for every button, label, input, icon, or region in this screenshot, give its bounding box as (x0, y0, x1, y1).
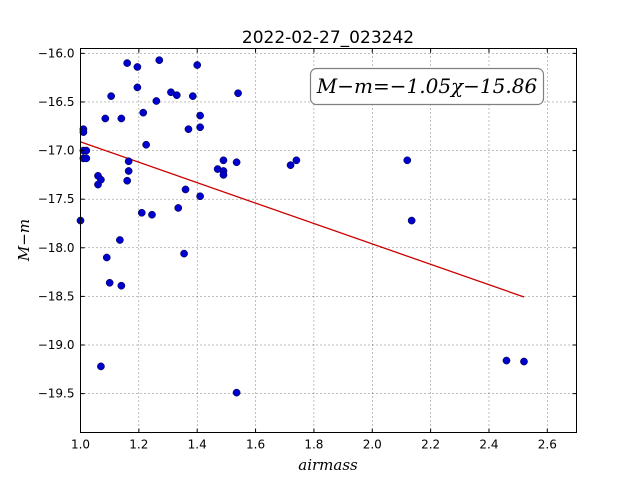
equation-box-frame (309, 67, 545, 106)
x-tick-label: 2.2 (421, 438, 440, 452)
x-tick-label: 1.6 (246, 438, 265, 452)
data-point (172, 91, 181, 100)
data-point (152, 97, 161, 105)
fit-equation: M−m=−1.05χ−15.86 (316, 74, 538, 98)
fit-equation-box: M−m=−1.05χ−15.86 (309, 67, 545, 106)
data-point (219, 156, 228, 165)
plot-frame (80, 48, 577, 433)
data-point (137, 208, 146, 217)
data-point (232, 388, 241, 397)
y-axis-ticks: −16.0 −16.5 −17.0 −17.5 −18.0 −18.5 −19.0 −19.5 (38, 46, 577, 401)
chart-title: 2022-02-27_023242 (242, 28, 414, 48)
y-tick-label: −17.5 (38, 192, 75, 206)
data-point (180, 249, 188, 258)
data-point (139, 108, 148, 117)
y-axis-label: M−m (15, 219, 33, 262)
y-tick-label: −18.5 (38, 289, 75, 303)
data-point (133, 63, 142, 71)
data-point (286, 161, 295, 170)
data-point (193, 61, 202, 69)
data-point (142, 140, 150, 149)
data-point (123, 176, 132, 185)
x-tick-label: 2.0 (363, 438, 382, 452)
data-point (107, 92, 115, 100)
data-point (232, 158, 241, 167)
data-point (184, 125, 193, 134)
y-tick-label: −19.0 (38, 338, 75, 352)
data-points (76, 56, 528, 397)
data-point (117, 114, 126, 123)
data-point (403, 156, 412, 165)
data-point (105, 278, 114, 287)
x-tick-label: 1.4 (188, 438, 207, 452)
data-point (148, 210, 156, 219)
y-tick-label: −17.0 (38, 144, 75, 158)
x-axis-label: airmass (298, 456, 358, 474)
data-point (292, 156, 301, 165)
data-point (102, 253, 111, 262)
data-point (196, 123, 204, 132)
data-point (133, 83, 142, 92)
data-point (101, 114, 110, 123)
fit-line (80, 141, 525, 298)
data-point (124, 167, 133, 175)
x-tick-label: 2.6 (538, 438, 557, 452)
data-point (196, 192, 204, 201)
y-tick-label: −18.0 (38, 241, 75, 255)
data-point (155, 56, 164, 65)
y-tick-label: −16.5 (38, 95, 75, 109)
data-point (124, 157, 133, 166)
data-point (82, 154, 91, 163)
data-point (97, 362, 105, 371)
data-point (407, 216, 416, 225)
data-point (79, 128, 88, 136)
y-tick-label: −19.5 (38, 387, 75, 401)
x-tick-label: 1.2 (129, 438, 148, 452)
data-point (219, 171, 228, 179)
fit-line-group (80, 141, 525, 298)
x-axis-ticks: 1.0 1.2 1.4 1.6 1.8 2.0 2.2 2.4 2.6 (71, 48, 557, 452)
data-point (117, 281, 126, 290)
data-point (188, 92, 197, 100)
data-point (196, 111, 204, 120)
y-tick-label: −16.0 (38, 46, 75, 60)
x-tick-label: 1.0 (71, 438, 90, 452)
data-point (123, 59, 132, 67)
data-point (502, 356, 511, 365)
data-point (181, 185, 190, 194)
data-point (116, 236, 124, 244)
x-tick-label: 2.4 (479, 438, 498, 452)
data-point (174, 204, 183, 212)
data-point (234, 89, 242, 98)
x-tick-label: 1.8 (304, 438, 323, 452)
data-point (97, 175, 105, 184)
data-point (520, 357, 528, 366)
